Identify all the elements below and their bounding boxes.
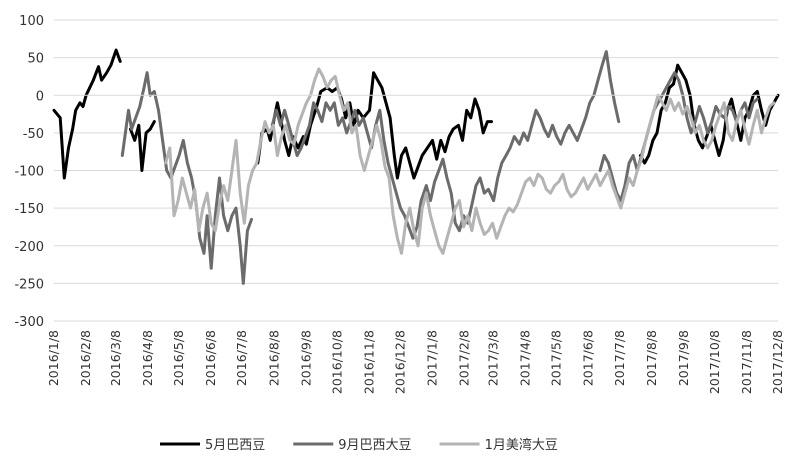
series-line-2-segment-3 [598, 71, 759, 203]
legend: 5月巴西豆 9月巴西大豆 1月美湾大豆 [160, 437, 558, 453]
y-tick-label: 100 [19, 14, 44, 29]
x-tick-label: 2016/1/8 [46, 330, 61, 386]
x-tick-label: 2017/2/8 [457, 330, 472, 386]
x-tick-label: 2016/9/8 [298, 330, 313, 386]
y-axis-tick-labels: 100 50 0 -50 -100 -150 -200 -250 -300 [14, 14, 44, 330]
x-tick-label: 2016/12/8 [392, 330, 407, 394]
x-tick-label: 2016/5/8 [171, 330, 186, 386]
x-tick-label: 2017/9/8 [676, 330, 691, 386]
x-tick-label: 2017/8/8 [644, 330, 659, 386]
y-tick-label: 0 [36, 89, 44, 104]
series-line-3-segment-1 [164, 67, 776, 255]
y-tick-label: -250 [14, 277, 44, 292]
x-tick-label: 2017/7/8 [612, 330, 627, 386]
x-tick-label: 2016/3/8 [108, 330, 123, 386]
series-line-2-segment-2 [270, 50, 621, 240]
x-tick-label: 2016/11/8 [361, 330, 376, 394]
x-tick-label: 2017/5/8 [549, 330, 564, 386]
legend-label-1: 5月巴西豆 [205, 438, 265, 453]
x-tick-label: 2017/10/8 [707, 330, 722, 394]
series-line-2-segment-1 [120, 71, 253, 285]
y-tick-label: -100 [14, 165, 44, 180]
x-tick-label: 2016/10/8 [329, 330, 344, 394]
x-tick-label: 2016/6/8 [203, 330, 218, 386]
series-line-1-segment-2 [129, 120, 156, 172]
x-tick-label: 2017/1/8 [425, 330, 440, 386]
legend-label-3: 1月美湾大豆 [485, 437, 558, 453]
x-axis-tick-labels: 2016/1/8 2016/2/8 2016/3/8 2016/4/8 2016/5/8… [46, 330, 785, 394]
x-tick-label: 2017/4/8 [518, 330, 533, 386]
series-lines [52, 48, 780, 285]
x-tick-label: 2016/8/8 [266, 330, 281, 386]
x-tick-label: 2017/3/8 [486, 330, 501, 386]
x-tick-label: 2017/6/8 [581, 330, 596, 386]
x-tick-label: 2016/4/8 [140, 330, 155, 386]
series-line-1-segment-1 [52, 48, 122, 180]
x-tick-label: 2016/2/8 [78, 330, 93, 386]
y-tick-label: -50 [23, 127, 44, 142]
x-tick-label: 2017/11/8 [739, 330, 754, 394]
y-tick-label: -150 [14, 202, 44, 217]
x-tick-label: 2017/12/8 [770, 330, 785, 394]
y-tick-label: 50 [27, 52, 44, 67]
y-tick-label: -200 [14, 240, 44, 255]
legend-label-2: 9月巴西大豆 [338, 438, 411, 453]
x-tick-label: 2016/7/8 [234, 330, 249, 386]
y-tick-label: -300 [14, 315, 44, 330]
